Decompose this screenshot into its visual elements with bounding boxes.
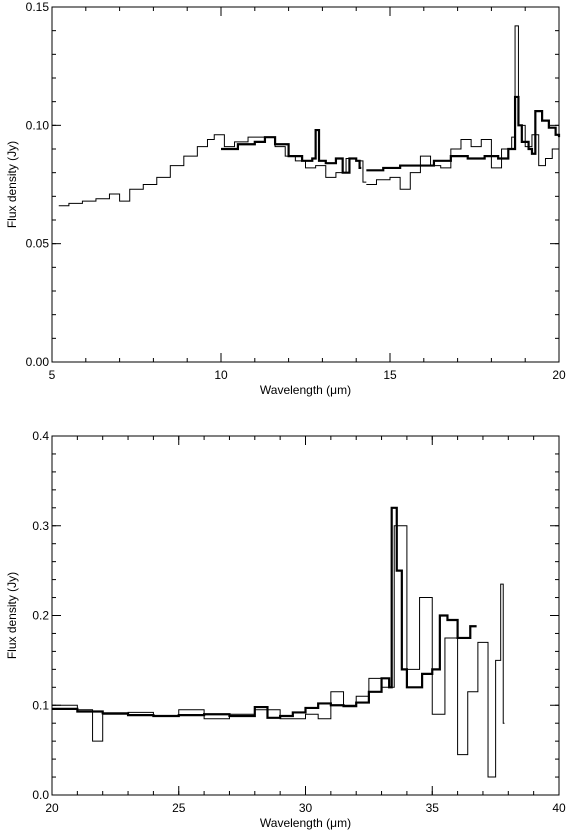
x-tick-label: 40 — [552, 801, 566, 815]
x-tick-label: 5 — [49, 368, 56, 382]
y-tick-label: 0.15 — [26, 0, 50, 14]
y-tick-label: 0.00 — [26, 355, 50, 369]
series-line-3 — [366, 25, 560, 190]
y-tick-label: 0.4 — [32, 429, 49, 443]
series-line-1 — [58, 134, 367, 207]
x-tick-label: 20 — [45, 801, 59, 815]
y-axis-label: Flux density (Jy) — [5, 572, 19, 659]
y-tick-label: 0.10 — [26, 118, 50, 132]
series-line-2 — [221, 128, 362, 174]
x-tick-label: 15 — [383, 368, 397, 382]
x-tick-label: 10 — [214, 368, 228, 382]
x-tick-label: 20 — [552, 368, 566, 382]
plot-frame — [51, 6, 560, 363]
y-tick-label: 0.3 — [32, 519, 49, 533]
x-tick-label: 35 — [426, 801, 440, 815]
x-axis-label: Wavelength (μm) — [260, 816, 351, 830]
series-line-1 — [52, 506, 477, 719]
y-tick-label: 0.2 — [32, 609, 49, 623]
chart-panel-bottom: 20 25 30 35 40 0.0 0.1 0.2 0.3 0.4 Wavelength (μm)… — [5, 429, 566, 830]
x-tick-label: 25 — [172, 801, 186, 815]
x-axis-label: Wavelength (μm) — [260, 383, 351, 397]
y-tick-label: 0.05 — [26, 237, 50, 251]
y-tick-label: 0.1 — [32, 698, 49, 712]
y-tick-label: 0.0 — [32, 788, 49, 802]
y-axis-label: Flux density (Jy) — [5, 141, 19, 228]
chart-panel-top: 5 10 15 20 0.00 0.05 0.10 0.15 Wavelength (μm) Fl… — [5, 0, 566, 397]
plot-frame — [51, 435, 560, 796]
series-line-2 — [52, 525, 505, 778]
series-line-4 — [366, 95, 561, 172]
x-tick-label: 30 — [299, 801, 313, 815]
